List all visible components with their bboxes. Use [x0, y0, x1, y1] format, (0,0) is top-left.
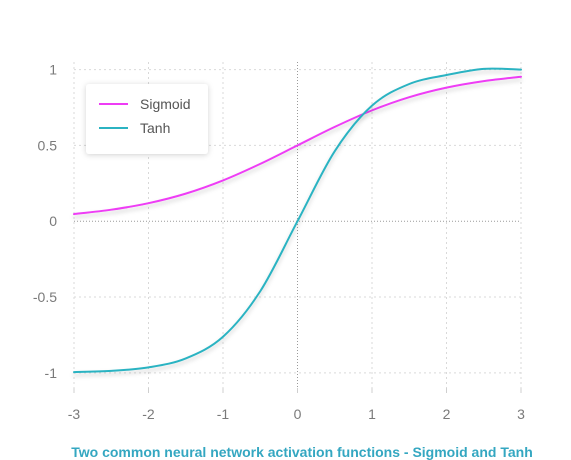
- series-line-tanh: [73, 67, 522, 374]
- grid: [73, 62, 522, 388]
- series-lines: [73, 67, 522, 374]
- chart-caption: Two common neural network activation fun…: [71, 444, 533, 460]
- x-tick-label: 0: [294, 406, 302, 422]
- x-tick-label: -2: [142, 406, 155, 422]
- x-tick-label: 3: [517, 406, 525, 422]
- legend: Sigmoid Tanh: [86, 84, 208, 154]
- x-tick-label: 1: [368, 406, 376, 422]
- x-tick-label: 2: [443, 406, 451, 422]
- legend-label-tanh: Tanh: [140, 120, 170, 136]
- legend-label-sigmoid: Sigmoid: [140, 96, 191, 112]
- y-tick-label: -1: [45, 365, 58, 381]
- series-line-sigmoid: [73, 75, 522, 216]
- y-tick-label: 1: [49, 62, 57, 78]
- y-tick-label: 0: [49, 213, 57, 229]
- y-tick-label: -0.5: [33, 289, 57, 305]
- x-tick-label: -1: [217, 406, 230, 422]
- y-tick-label: 0.5: [38, 137, 58, 153]
- x-tick-label: -3: [68, 406, 81, 422]
- legend-box: [86, 84, 208, 154]
- axes: -3 -2 -1 0 1 2 3 -1 -0.5 0 0.5 1: [33, 62, 525, 422]
